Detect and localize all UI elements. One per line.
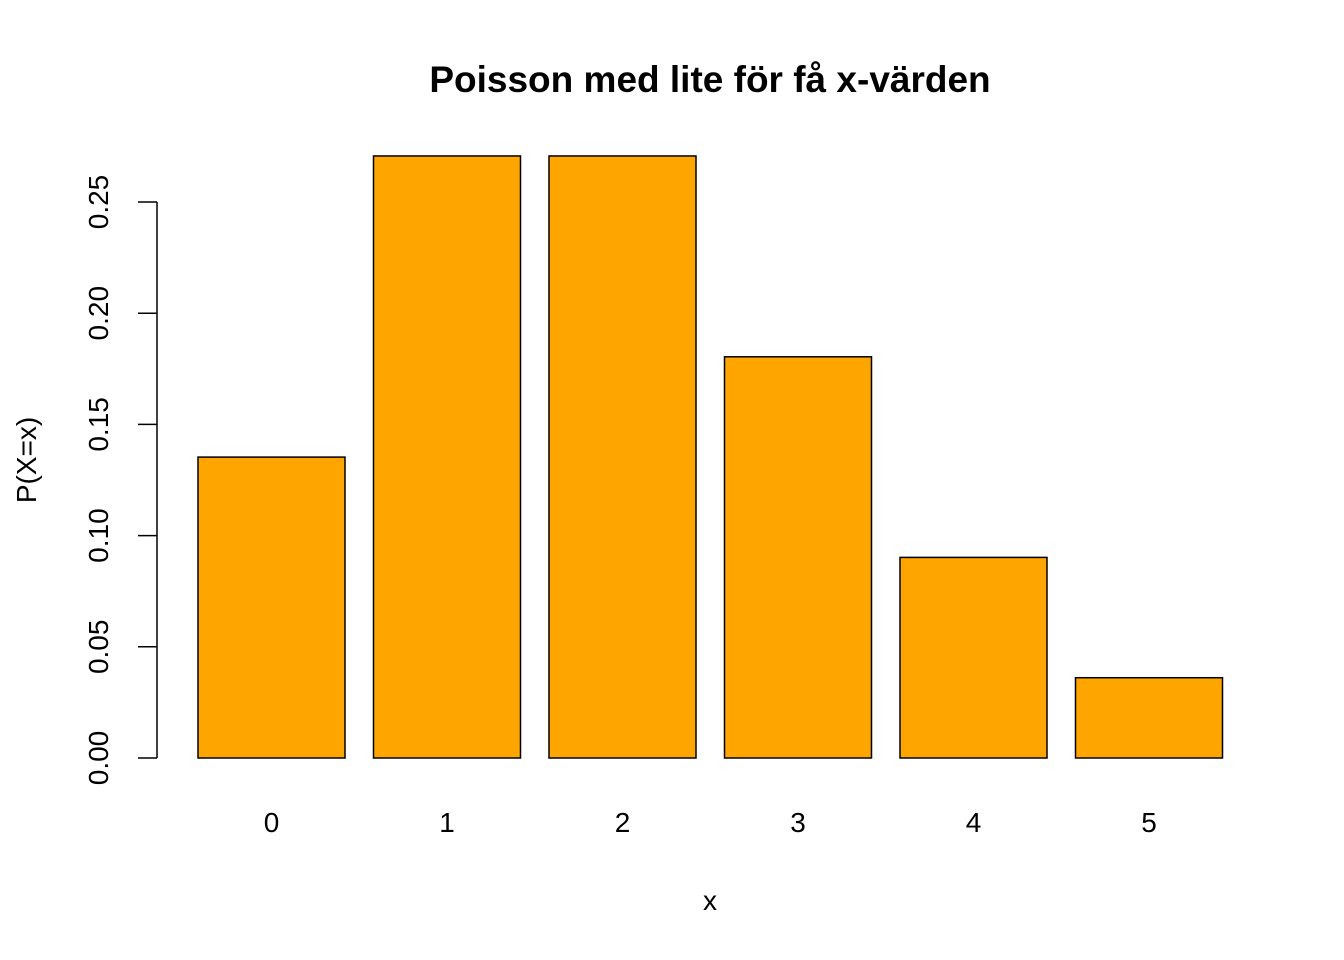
x-axis-label: x [703, 885, 717, 916]
x-tick-label: 1 [439, 807, 455, 838]
bar-5 [1074, 676, 1224, 759]
x-tick-label: 0 [264, 807, 280, 838]
y-axis: 0.00 0.05 0.10 0.15 0.20 0.25 [83, 175, 158, 786]
bar-3 [723, 356, 873, 759]
y-tick-label: 0.15 [83, 397, 114, 452]
x-tick-label: 4 [966, 807, 982, 838]
bar-0 [197, 456, 346, 759]
bar-2 [548, 155, 697, 759]
bar-1 [372, 155, 522, 759]
bar-4 [899, 556, 1048, 759]
x-tick-label: 5 [1141, 807, 1157, 838]
chart-title: Poisson med lite för få x-värden [429, 59, 990, 100]
x-tick-label: 2 [615, 807, 631, 838]
y-tick-label: 0.00 [83, 731, 114, 786]
x-tick-labels: 0 1 2 3 4 5 [264, 807, 1157, 838]
bars [197, 155, 1224, 759]
y-tick-label: 0.05 [83, 620, 114, 675]
y-axis-label: P(X=x) [11, 417, 42, 503]
x-tick-label: 3 [790, 807, 806, 838]
y-tick-label: 0.25 [83, 175, 114, 230]
y-tick-label: 0.20 [83, 286, 114, 341]
y-tick-label: 0.10 [83, 508, 114, 563]
